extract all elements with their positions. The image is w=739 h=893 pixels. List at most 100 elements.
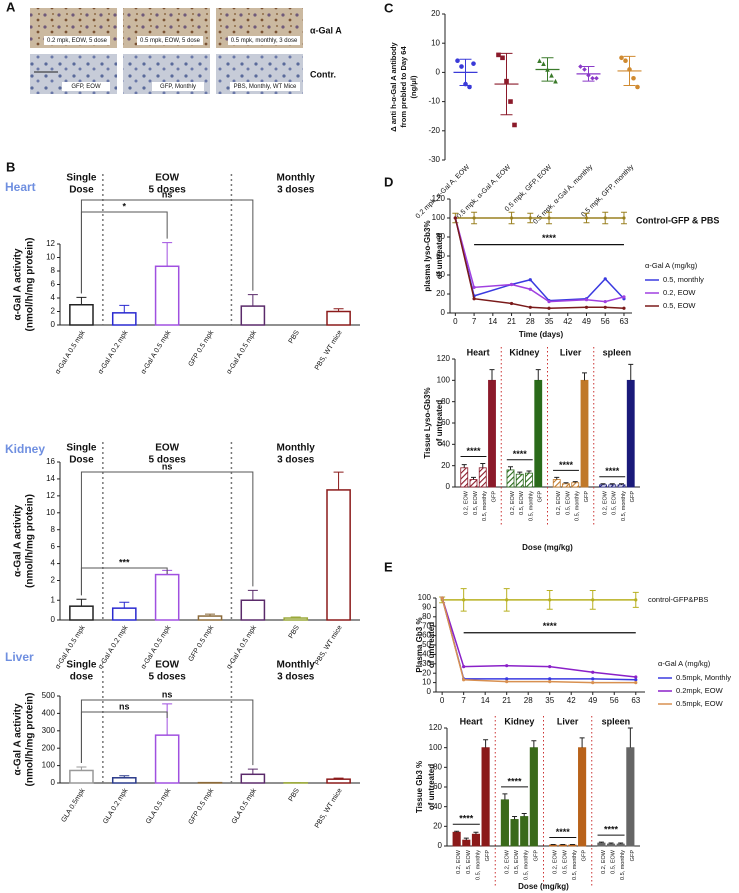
data-point [549,73,554,78]
marker [548,598,552,602]
bar [154,265,180,326]
line [441,597,636,681]
x-tick-label: 0.5, monthly [621,491,627,521]
error-bar [582,66,595,82]
y-tick-label: 10 [46,253,55,262]
error-bar [463,837,469,841]
x-tick-label: 56 [610,696,619,705]
bar [460,467,469,488]
y-tick-label: 4 [51,559,56,568]
significance-bracket [80,199,254,294]
significance-bracket [80,567,168,596]
x-tick-label: α-Gal A 0.5 mpk [226,329,259,375]
error-bar [531,740,537,748]
error-bar [512,816,518,820]
y-tick-label: 100 [432,213,446,222]
x-tick-label: 0.5, EOW [612,490,618,515]
x-tick-label: 0.2, EOW [601,849,607,874]
marker [528,278,532,282]
y-axis-label: of untreated [435,400,444,446]
y-axis-label: of untreated [427,622,436,668]
marker [622,306,626,310]
x-tick-label: GFP [582,850,588,862]
group-label: Dose [69,185,94,196]
x-tick-label: 0.5, EOW [519,490,525,515]
bar [525,472,533,488]
marker [453,216,457,220]
y-tick-label: 400 [42,709,56,718]
bar [111,607,137,621]
error-bar [600,483,606,485]
significance-bracket [80,471,254,596]
x-tick-label: 0.5, monthly [475,850,481,880]
bar [154,573,180,621]
error-bar [290,616,301,619]
y-axis-label: (nmol/h/mg protein) [25,494,36,588]
x-tick-label: 7 [472,317,477,326]
group-label: Single [66,660,96,671]
label-box [44,36,110,45]
y-tick-label: -10 [428,97,440,106]
group-label: Liver [557,716,579,726]
marker [591,681,595,685]
bar [510,819,519,847]
x-tick-label: 21 [507,317,516,326]
significance-label: **** [513,449,528,459]
y-tick-label: 100 [42,761,56,770]
y-axis-label: α-Gal A activity [13,248,24,321]
bar [478,467,487,488]
bar [154,734,180,784]
panel-letter: C [384,0,394,15]
y-tick-label: 20 [433,821,442,830]
y-tick-label: 20 [441,461,450,470]
error-bar [459,58,472,87]
error-bar [535,369,541,381]
x-tick-label: GLA 0.5 mpk [145,787,173,825]
x-tick-label: GFP 0.5 mpk [188,329,216,368]
marker [547,306,551,310]
x-tick-label: 0.2, EOW [510,490,516,515]
y-tick-label: 0 [436,68,441,77]
x-tick-label: α-Gal A 0.2 mpk [97,329,130,375]
error-bar [461,464,467,468]
legend-label: 0.5mpk, Monthly [676,673,731,682]
legend-label: 0.5, monthly [663,275,704,284]
x-tick-label: 0.5, EOW [466,849,472,874]
y-tick-label: 10 [46,508,55,517]
significance-label: **** [542,233,557,243]
bar [471,833,481,847]
group-label: 5 doses [149,455,187,466]
bar [283,617,309,621]
x-tick-label: α-Gal A 0.5 mpk [140,329,173,375]
y-axis-label: Tissue Lyso-Gb3% [423,387,432,458]
bar [580,379,589,488]
marker [622,216,626,220]
legend-label: 0.2mpk, EOW [676,686,724,695]
y-tick-label: 60 [436,251,445,260]
x-tick-label: 63 [620,317,629,326]
bar [562,483,570,488]
y-axis-label: Plasma Gb3 % [415,617,424,672]
significance-label: ns [162,689,173,699]
data-point [496,52,501,58]
x-tick-label: 0.2, EOW [456,849,462,874]
error-bar [119,775,130,778]
y-axis-label: of untreated [435,233,444,279]
marker [505,664,509,668]
marker [634,598,638,602]
label-box [230,82,300,91]
x-tick-label: PBS [288,329,302,345]
error-bar [619,483,624,485]
y-tick-label: 0 [438,841,443,850]
line [454,217,625,302]
marker [505,677,509,681]
y-tick-label: 10 [431,38,440,47]
y-axis-label: α-Gal A activity [13,703,24,776]
x-tick-label: 0.2, EOW [504,849,510,874]
significance-label: ns [162,189,173,199]
y-tick-label: 500 [42,691,56,700]
y-tick-label: 4 [51,293,56,302]
group-label: spleen [602,716,631,726]
error-bar [526,470,532,474]
y-tick-label: -30 [428,155,440,164]
